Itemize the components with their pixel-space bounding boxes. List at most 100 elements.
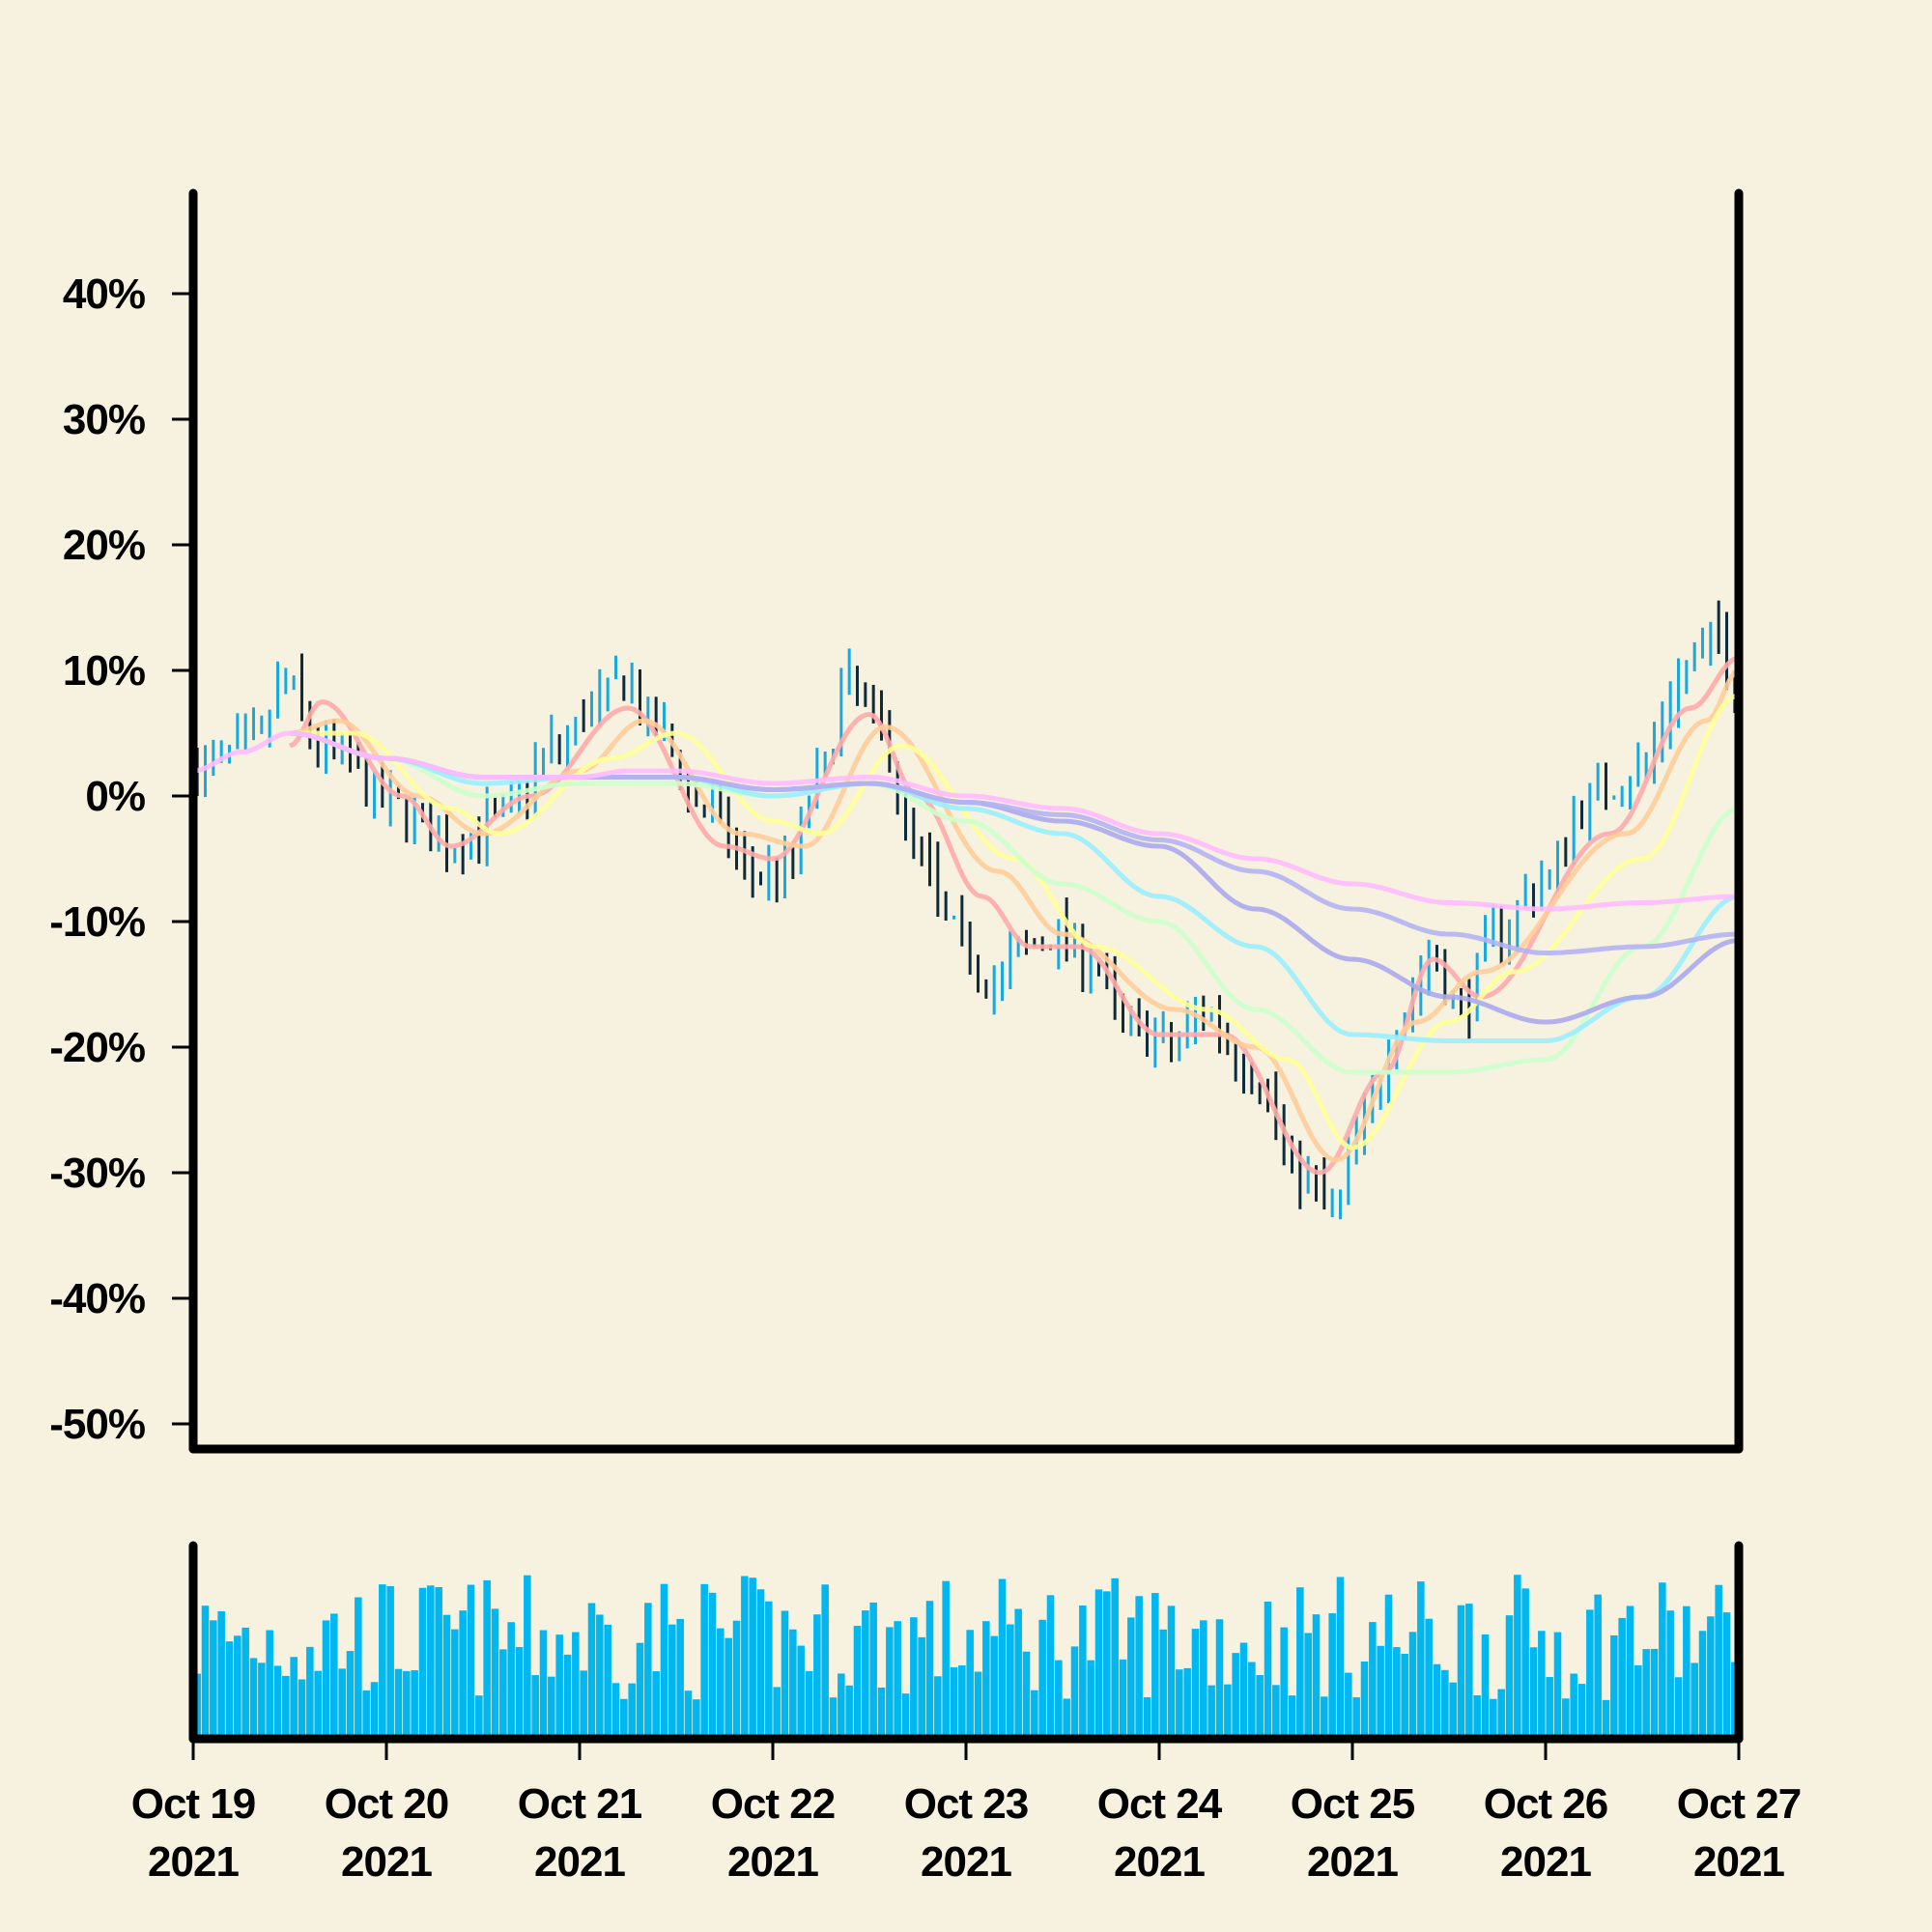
volume-bar [1200, 1620, 1208, 1739]
volume-bar [338, 1668, 346, 1739]
volume-bars [193, 1575, 1739, 1739]
volume-bar [418, 1587, 427, 1739]
volume-bar [974, 1671, 982, 1739]
volume-bar [435, 1586, 442, 1739]
volume-bar [942, 1580, 950, 1739]
volume-bar [1345, 1672, 1352, 1739]
volume-bar [1063, 1698, 1070, 1739]
volume-bar [1094, 1589, 1103, 1739]
volume-bar [1352, 1697, 1360, 1739]
volume-bar [756, 1589, 765, 1739]
volume-bar [982, 1621, 990, 1739]
volume-bar [524, 1575, 531, 1739]
volume-bar [1650, 1648, 1659, 1739]
x-tick-label: Oct 21 [518, 1780, 642, 1828]
volume-bar [1014, 1608, 1022, 1739]
volume-bar [821, 1584, 829, 1739]
volume-bar [1280, 1627, 1288, 1739]
volume-bar [1159, 1629, 1167, 1739]
volume-bar [1360, 1661, 1369, 1739]
volume-bar [1698, 1631, 1707, 1739]
x-tick-label: Oct 25 [1291, 1780, 1415, 1828]
volume-bar [732, 1620, 741, 1739]
volume-bar [587, 1603, 596, 1739]
volume-bar [1626, 1605, 1634, 1739]
volume-bar [1336, 1577, 1345, 1739]
volume-bar [1529, 1647, 1538, 1739]
x-tick-label-year: 2021 [1500, 1838, 1591, 1886]
volume-bar [290, 1657, 298, 1739]
volume-bar [210, 1620, 217, 1739]
volume-bar [1465, 1604, 1473, 1739]
volume-bar [1570, 1673, 1577, 1739]
volume-bar [1473, 1694, 1481, 1739]
moving-average-line-1 [289, 655, 1740, 1176]
volume-bar [644, 1603, 652, 1739]
x-tick-label-year: 2021 [1114, 1838, 1205, 1886]
volume-bar [442, 1614, 451, 1739]
volume-bar [314, 1670, 322, 1739]
volume-bar [1119, 1659, 1127, 1739]
volume-bar [789, 1629, 797, 1739]
y-tick-label: -20% [49, 1024, 145, 1071]
volume-bar [1715, 1584, 1722, 1739]
y-tick-label: -50% [49, 1401, 145, 1448]
volume-bar [572, 1632, 580, 1739]
moving-average-line-3 [290, 693, 1740, 1151]
volume-bar [1224, 1684, 1232, 1739]
y-tick-label: 10% [63, 647, 145, 695]
x-tick-label: Oct 19 [131, 1780, 256, 1828]
y-tick-label: -30% [49, 1150, 145, 1197]
volume-bar [1538, 1631, 1546, 1739]
volume-bar [684, 1690, 693, 1739]
volume-bar [427, 1585, 435, 1739]
volume-bar [1369, 1622, 1377, 1739]
volume-bar [1553, 1632, 1562, 1739]
volume-bar [1707, 1616, 1715, 1739]
volume-bar [1321, 1696, 1328, 1739]
volume-bar [950, 1666, 958, 1739]
volume-bar [1127, 1617, 1135, 1739]
volume-bar [1296, 1587, 1304, 1739]
volume-bar [1610, 1634, 1618, 1739]
volume-bar [1183, 1667, 1191, 1739]
volume-bar [1232, 1653, 1239, 1739]
volume-bar [491, 1608, 499, 1739]
volume-bar [394, 1668, 403, 1739]
volume-bar [411, 1670, 418, 1739]
moving-average-lines [192, 655, 1741, 1176]
volume-bar [201, 1605, 210, 1739]
volume-bar [1248, 1662, 1256, 1739]
volume-bar [1521, 1588, 1529, 1739]
volume-bar [773, 1687, 781, 1739]
volume-bar [580, 1670, 587, 1739]
moving-average-line-5 [289, 730, 1740, 1043]
moving-average-line-2 [289, 668, 1741, 1163]
moving-average-line-8 [192, 730, 1739, 912]
volume-bar [918, 1636, 925, 1739]
volume-bar [531, 1675, 539, 1739]
volume-bar [1586, 1609, 1594, 1739]
volume-bar [1497, 1689, 1505, 1739]
volume-bar [877, 1687, 886, 1739]
volume-bar [1634, 1664, 1642, 1739]
volume-bar [1176, 1669, 1183, 1739]
volume-bar [1514, 1575, 1521, 1739]
volume-bar [676, 1618, 684, 1739]
volume-bar [483, 1579, 491, 1739]
volume-bar [1393, 1647, 1401, 1739]
y-tick-label: -40% [49, 1275, 145, 1322]
volume-bar [1490, 1698, 1497, 1739]
volume-bar [362, 1690, 370, 1739]
volume-bar [249, 1658, 258, 1739]
volume-bar [998, 1578, 1007, 1739]
volume-bar [1408, 1632, 1417, 1739]
volume-bar [862, 1610, 869, 1739]
volume-bar [1239, 1642, 1248, 1739]
volume-bar [1070, 1646, 1079, 1739]
volume-bar [990, 1635, 998, 1739]
volume-bar [1659, 1582, 1666, 1739]
volume-bar [1135, 1596, 1143, 1739]
volume-bar [668, 1624, 676, 1739]
